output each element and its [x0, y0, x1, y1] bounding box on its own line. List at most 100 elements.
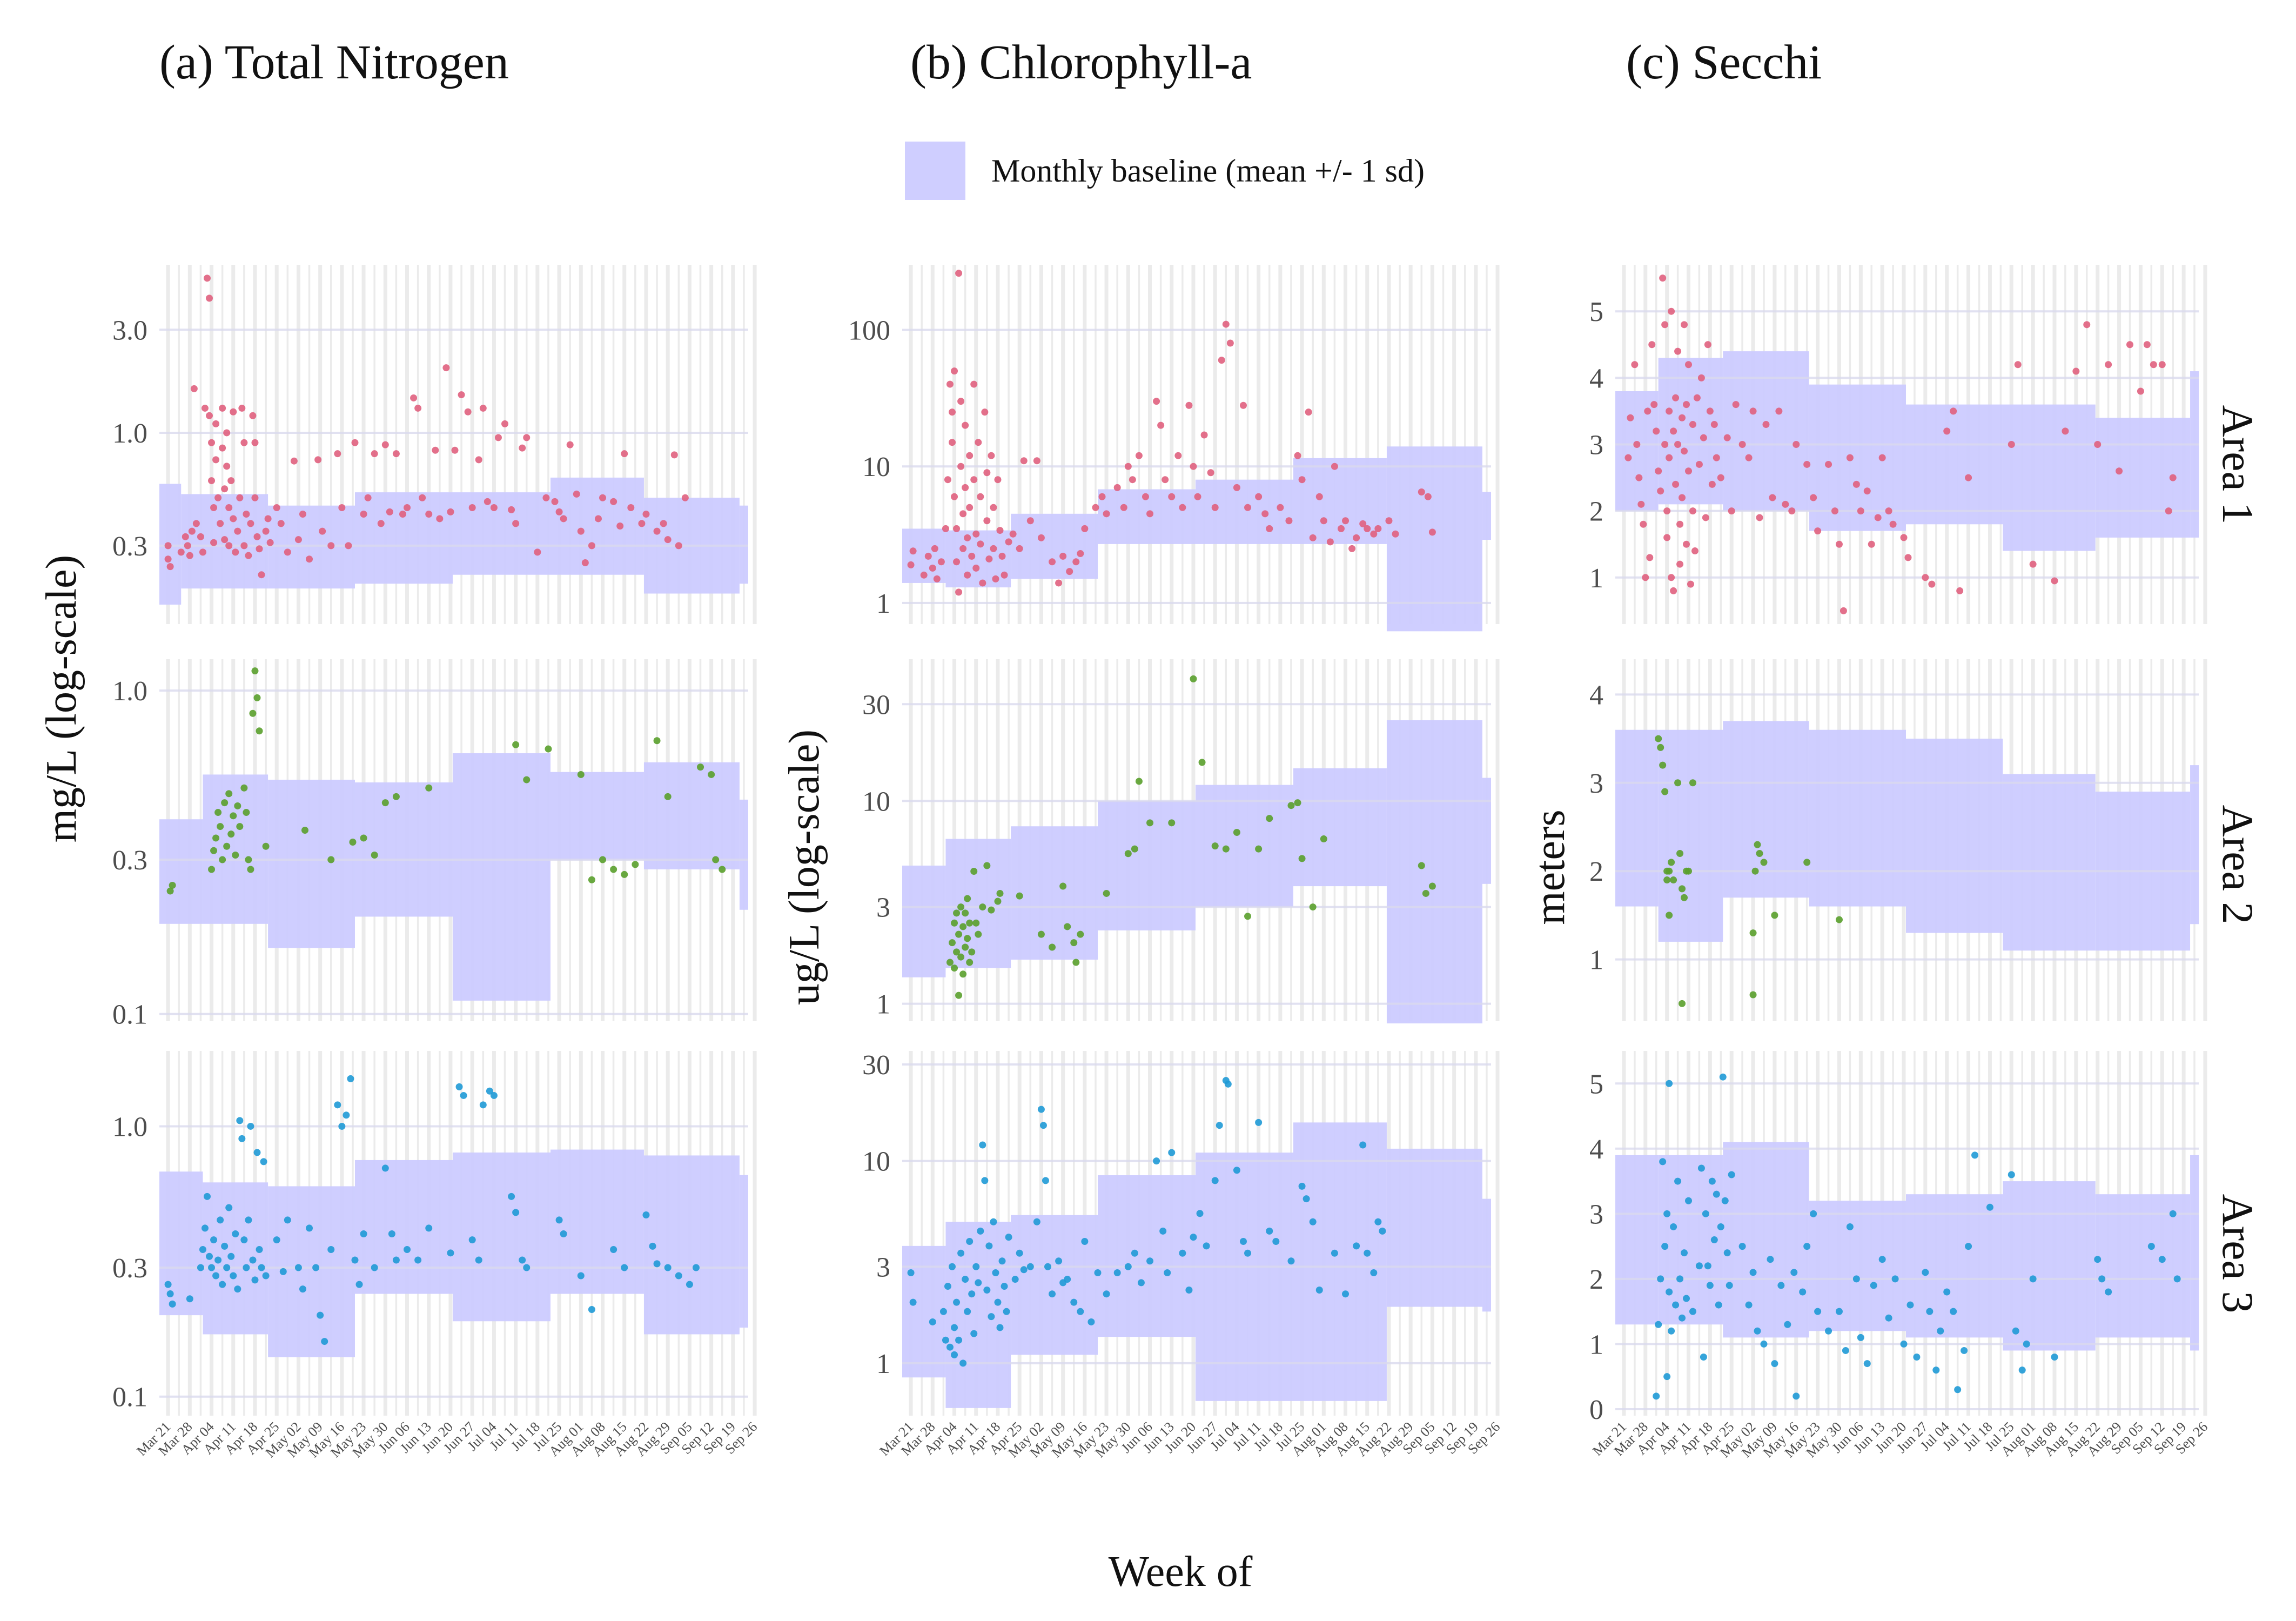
data-point: [206, 294, 213, 302]
data-point: [360, 1230, 367, 1238]
data-point: [1142, 493, 1149, 500]
baseline-band: [902, 1245, 946, 1378]
data-point: [1635, 474, 1643, 481]
column-title-total-nitrogen: (a) Total Nitrogen: [159, 36, 509, 89]
data-point: [1706, 407, 1714, 415]
baseline-band: [1011, 1215, 1098, 1355]
data-point: [994, 897, 1002, 905]
baseline-band: [1386, 1148, 1482, 1307]
data-point: [1679, 494, 1686, 501]
data-point: [1956, 587, 1964, 594]
baseline-band: [452, 1152, 550, 1322]
data-point: [907, 1269, 915, 1276]
data-point: [1211, 504, 1219, 511]
data-point: [1863, 1360, 1871, 1368]
data-point: [1353, 1242, 1360, 1250]
data-point: [1683, 540, 1690, 548]
data-point: [501, 420, 509, 427]
data-point: [338, 1122, 346, 1130]
data-point: [1754, 1327, 1761, 1335]
data-point: [197, 1264, 204, 1271]
data-point: [1233, 828, 1240, 836]
data-point: [1691, 547, 1698, 555]
baseline-band: [1195, 479, 1293, 544]
data-point: [1418, 862, 1425, 869]
data-point: [1222, 320, 1230, 328]
data-point: [523, 776, 531, 783]
data-point: [1708, 480, 1716, 488]
data-point: [2137, 387, 2144, 395]
data-point: [414, 404, 422, 412]
data-point: [594, 515, 602, 523]
data-point: [1695, 1262, 1703, 1270]
data-point: [2147, 1243, 2155, 1250]
data-point: [990, 504, 997, 511]
data-point: [1684, 1197, 1692, 1204]
data-point: [577, 1272, 585, 1280]
baseline-band: [1615, 729, 1659, 907]
data-point: [321, 1338, 328, 1345]
data-point: [1348, 545, 1356, 552]
data-point: [221, 1242, 229, 1250]
data-point: [998, 1257, 1006, 1265]
data-point: [1640, 520, 1647, 528]
data-point: [1681, 894, 1688, 901]
data-point: [2165, 507, 2172, 515]
data-point: [983, 1286, 991, 1294]
data-point: [970, 476, 978, 484]
data-point: [186, 552, 193, 559]
strip-label-area-3: Area 3: [2213, 1194, 2263, 1314]
data-point: [1666, 1288, 1673, 1296]
data-point: [1661, 321, 1669, 329]
data-point: [642, 510, 650, 518]
data-point: [236, 1117, 244, 1124]
data-point: [1657, 487, 1664, 495]
data-point: [1653, 427, 1660, 435]
data-point: [166, 563, 174, 571]
data-point: [262, 842, 270, 850]
data-point: [214, 494, 222, 501]
baseline-band: [550, 477, 644, 575]
column-title-secchi: (c) Secchi: [1626, 36, 1822, 89]
data-point: [1207, 469, 1214, 477]
y-tick-label: 30: [862, 1050, 890, 1081]
y-tick-label: 3: [876, 893, 890, 923]
data-point: [2158, 1256, 2166, 1263]
data-point: [1745, 454, 1753, 461]
data-point: [1793, 1392, 1800, 1400]
data-point: [334, 450, 341, 458]
y-tick-label: 0.3: [112, 531, 147, 562]
data-point: [1751, 867, 1759, 875]
data-point: [345, 542, 352, 550]
baseline-band: [203, 1182, 268, 1335]
data-point: [951, 367, 958, 375]
data-point: [243, 510, 250, 518]
baseline-band: [452, 753, 550, 1001]
data-point: [1049, 558, 1056, 566]
data-point: [442, 364, 450, 372]
data-point: [1723, 1249, 1731, 1257]
data-point: [1676, 520, 1684, 528]
data-point: [201, 404, 209, 412]
data-point: [1287, 1257, 1295, 1265]
data-point: [1198, 759, 1206, 766]
data-point: [1655, 735, 1662, 742]
baseline-band: [159, 1171, 203, 1316]
data-point: [232, 852, 239, 859]
data-point: [227, 1252, 235, 1260]
y-axis-title-nitrogen: mg/L (log-scale): [38, 555, 85, 842]
data-point: [1852, 1275, 1860, 1283]
data-point: [234, 802, 241, 809]
data-point: [653, 527, 661, 535]
data-point: [230, 408, 237, 416]
data-point: [1124, 850, 1132, 858]
data-point: [1364, 525, 1371, 532]
data-point: [1072, 558, 1080, 566]
data-point: [588, 1306, 595, 1314]
baseline-band: [739, 1175, 748, 1328]
data-point: [1697, 374, 1705, 381]
data-point: [1689, 1308, 1696, 1315]
data-point: [1103, 1290, 1110, 1298]
data-point: [166, 1290, 174, 1297]
